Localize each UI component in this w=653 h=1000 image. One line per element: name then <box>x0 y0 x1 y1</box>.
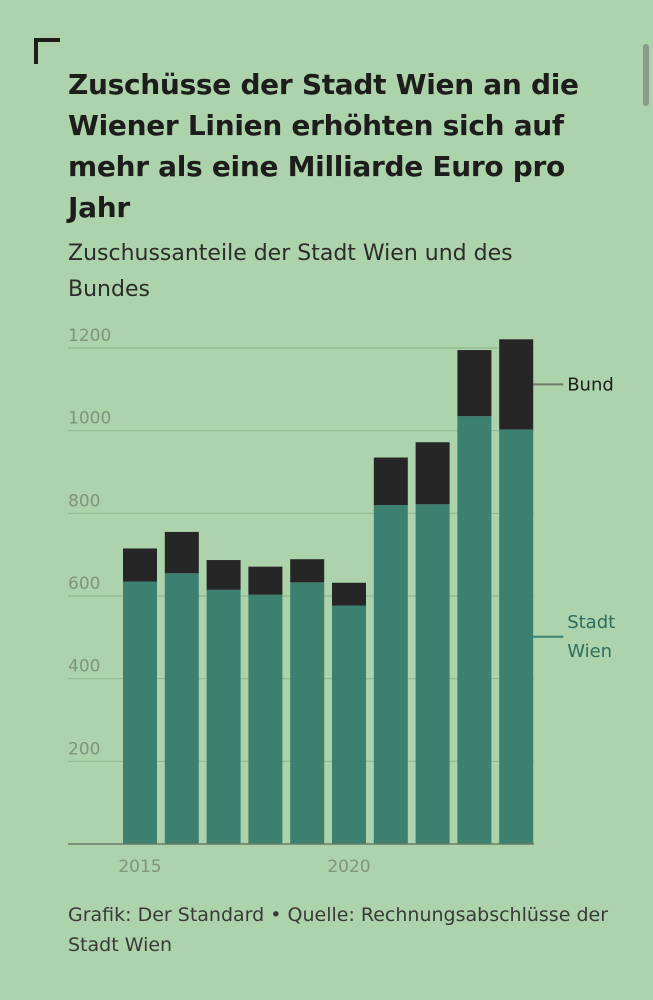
bar-bund-2017 <box>206 560 241 590</box>
x-tick-label-2020: 2020 <box>327 857 370 877</box>
bars <box>123 339 534 844</box>
bar-bund-2022 <box>415 442 450 505</box>
corner-bracket-mark <box>34 38 60 64</box>
direct-labels: Stadt Wien Bund <box>533 374 615 662</box>
bar-bund-2021 <box>373 457 408 506</box>
bar-bund-2019 <box>290 559 325 583</box>
bar-stadt-wien-2020 <box>332 605 366 844</box>
bar-bund-2015 <box>123 548 157 582</box>
footer-source: Quelle: Rechnungsabschlüsse der Stadt Wi… <box>68 904 609 956</box>
bar-bund-2024 <box>499 339 534 430</box>
chart-footer: Grafik: Der Standard • Quelle: Rechnungs… <box>68 900 628 960</box>
bar-stadt-wien-2022 <box>415 504 450 844</box>
bar-stadt-wien-2015 <box>123 581 157 844</box>
bar-bund-2023 <box>457 350 492 417</box>
bar-stadt-wien-2018 <box>248 594 283 844</box>
series-label-stadt-wien-line-0: Stadt <box>567 612 615 633</box>
bar-stadt-wien-2023 <box>457 416 492 844</box>
bar-bund-2016 <box>164 531 199 574</box>
bar-stadt-wien-2024 <box>499 429 534 844</box>
bar-stadt-wien-2016 <box>164 573 199 844</box>
scrollbar-thumb[interactable] <box>643 44 649 106</box>
bar-stadt-wien-2021 <box>373 505 408 844</box>
bar-stadt-wien-2017 <box>206 589 241 844</box>
y-tick-label-200: 200 <box>68 739 100 759</box>
y-axis-tick-labels: 200 400 600 800 1000 1200 <box>68 326 111 759</box>
y-tick-label-600: 600 <box>68 574 100 594</box>
series-label-stadt-wien-line-1: Wien <box>567 641 612 662</box>
bar-bund-2020 <box>332 582 366 606</box>
y-tick-label-1000: 1000 <box>68 409 111 429</box>
series-label-bund-line-0: Bund <box>567 374 614 395</box>
chart-subtitle: Zuschussanteile der Stadt Wien und des B… <box>68 241 513 302</box>
x-tick-label-2015: 2015 <box>118 857 161 877</box>
y-tick-label-800: 800 <box>68 491 100 511</box>
footer-credit: Grafik: Der Standard <box>68 904 265 926</box>
bar-stadt-wien-2019 <box>290 582 325 844</box>
bar-bund-2018 <box>248 566 283 595</box>
x-axis-tick-labels: 2015 2020 <box>118 857 370 877</box>
y-tick-label-400: 400 <box>68 657 100 677</box>
footer-separator: • <box>270 904 282 926</box>
chart-title: Zuschüsse der Stadt Wien an die Wiener L… <box>68 68 579 224</box>
y-tick-label-1200: 1200 <box>68 326 111 346</box>
